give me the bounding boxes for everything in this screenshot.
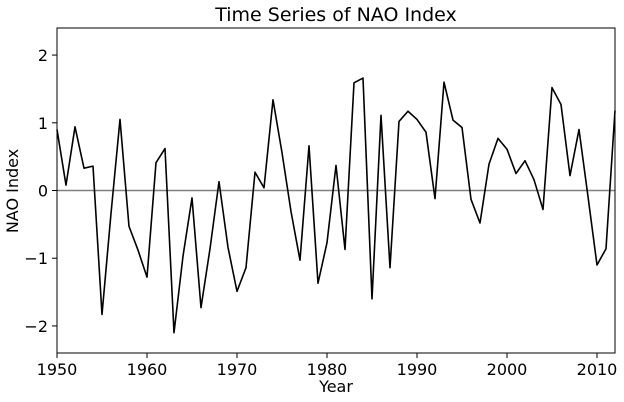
x-tick-label: 1990	[397, 360, 438, 379]
y-tick-label: 0	[38, 182, 48, 201]
chart-title: Time Series of NAO Index	[214, 4, 457, 26]
x-tick-label: 1980	[307, 360, 348, 379]
y-axis-label: NAO Index	[3, 149, 22, 233]
x-tick-label: 1960	[127, 360, 168, 379]
x-tick-label: 1950	[37, 360, 78, 379]
y-tick-label: 1	[38, 114, 48, 133]
x-axis-label: Year	[318, 377, 353, 396]
x-tick-label: 1970	[217, 360, 258, 379]
x-tick-label: 2010	[577, 360, 618, 379]
y-tick-label: −2	[24, 317, 48, 336]
y-tick-label: 2	[38, 46, 48, 65]
series-line-0	[56, 77, 616, 334]
y-tick-label: −1	[24, 249, 48, 268]
x-tick-label: 2000	[487, 360, 528, 379]
